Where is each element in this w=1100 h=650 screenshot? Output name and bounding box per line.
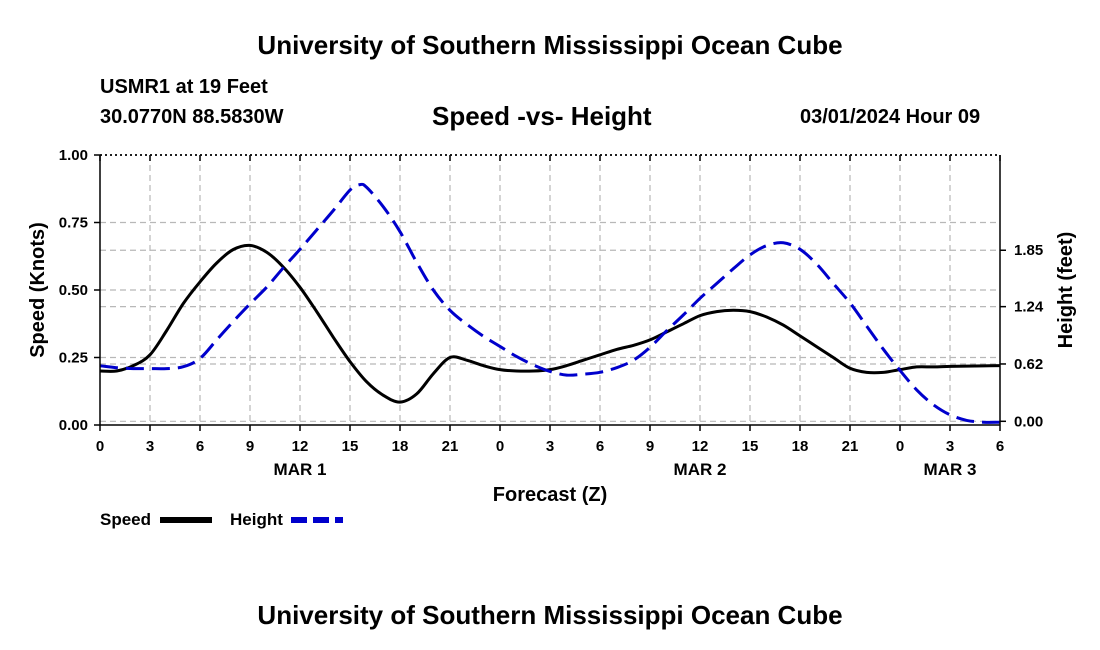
- grid: [100, 155, 1000, 425]
- x-tick-label: 0: [496, 438, 504, 455]
- x-tick-label: 15: [742, 438, 759, 455]
- x-tick-label: 3: [146, 438, 154, 455]
- x-tick-label: 6: [196, 438, 204, 455]
- x-tick-label: 21: [442, 438, 459, 455]
- x-tick-label: 9: [646, 438, 654, 455]
- legend: Speed Height: [100, 510, 343, 529]
- y-tick-label: 0.75: [59, 215, 88, 232]
- y2-tick-label: 0.00: [1014, 413, 1043, 430]
- y2-tick-label: 1.24: [1014, 299, 1044, 316]
- x-tick-label: 3: [946, 438, 954, 455]
- y-tick-label: 0.50: [59, 282, 88, 299]
- y-tick-label: 0.25: [59, 350, 88, 367]
- y-tick-label: 0.00: [59, 417, 88, 434]
- bottom-title: University of Southern Mississippi Ocean…: [257, 600, 843, 630]
- x-tick-label: 18: [792, 438, 809, 455]
- x-tick-label: 9: [246, 438, 254, 455]
- x-tick-label: 21: [842, 438, 859, 455]
- station-label: USMR1 at 19 Feet: [100, 76, 268, 98]
- date-label: MAR 2: [674, 460, 727, 479]
- date-hour-label: 03/01/2024 Hour 09: [800, 106, 981, 128]
- x-tick-label: 12: [692, 438, 709, 455]
- y-tick-label: 1.00: [59, 147, 88, 164]
- legend-label-height: Height: [230, 510, 283, 529]
- x-tick-label: 12: [292, 438, 309, 455]
- x-axis-title: Forecast (Z): [493, 484, 607, 506]
- x-tick-label: 0: [96, 438, 104, 455]
- y2-tick-label: 1.85: [1014, 242, 1043, 259]
- chart-title: Speed -vs- Height: [432, 101, 652, 131]
- series-line-height: [99, 182, 1001, 424]
- series-layer: [99, 182, 1001, 424]
- series-line-speed: [99, 243, 1001, 404]
- x-tick-label: 3: [546, 438, 554, 455]
- legend-label-speed: Speed: [100, 510, 151, 529]
- y2-tick-label: 0.62: [1014, 356, 1043, 373]
- x-tick-label: 0: [896, 438, 904, 455]
- axes: 0 3 6 9 12 15 18 21 0 3 6 9 12 15 18 21 0 3 6 MAR 1 MAR 2 MAR…: [27, 147, 1077, 506]
- x-tick-label: 18: [392, 438, 409, 455]
- x-tick-label: 15: [342, 438, 359, 455]
- x-tick-label: 6: [996, 438, 1004, 455]
- coordinates-label: 30.0770N 88.5830W: [100, 106, 284, 128]
- date-label: MAR 1: [274, 460, 327, 479]
- top-title: University of Southern Mississippi Ocean…: [257, 30, 843, 60]
- x-tick-label: 6: [596, 438, 604, 455]
- y-axis-title: Speed (Knots): [27, 222, 49, 358]
- y2-axis-title: Height (feet): [1055, 232, 1077, 349]
- date-label: MAR 3: [924, 460, 977, 479]
